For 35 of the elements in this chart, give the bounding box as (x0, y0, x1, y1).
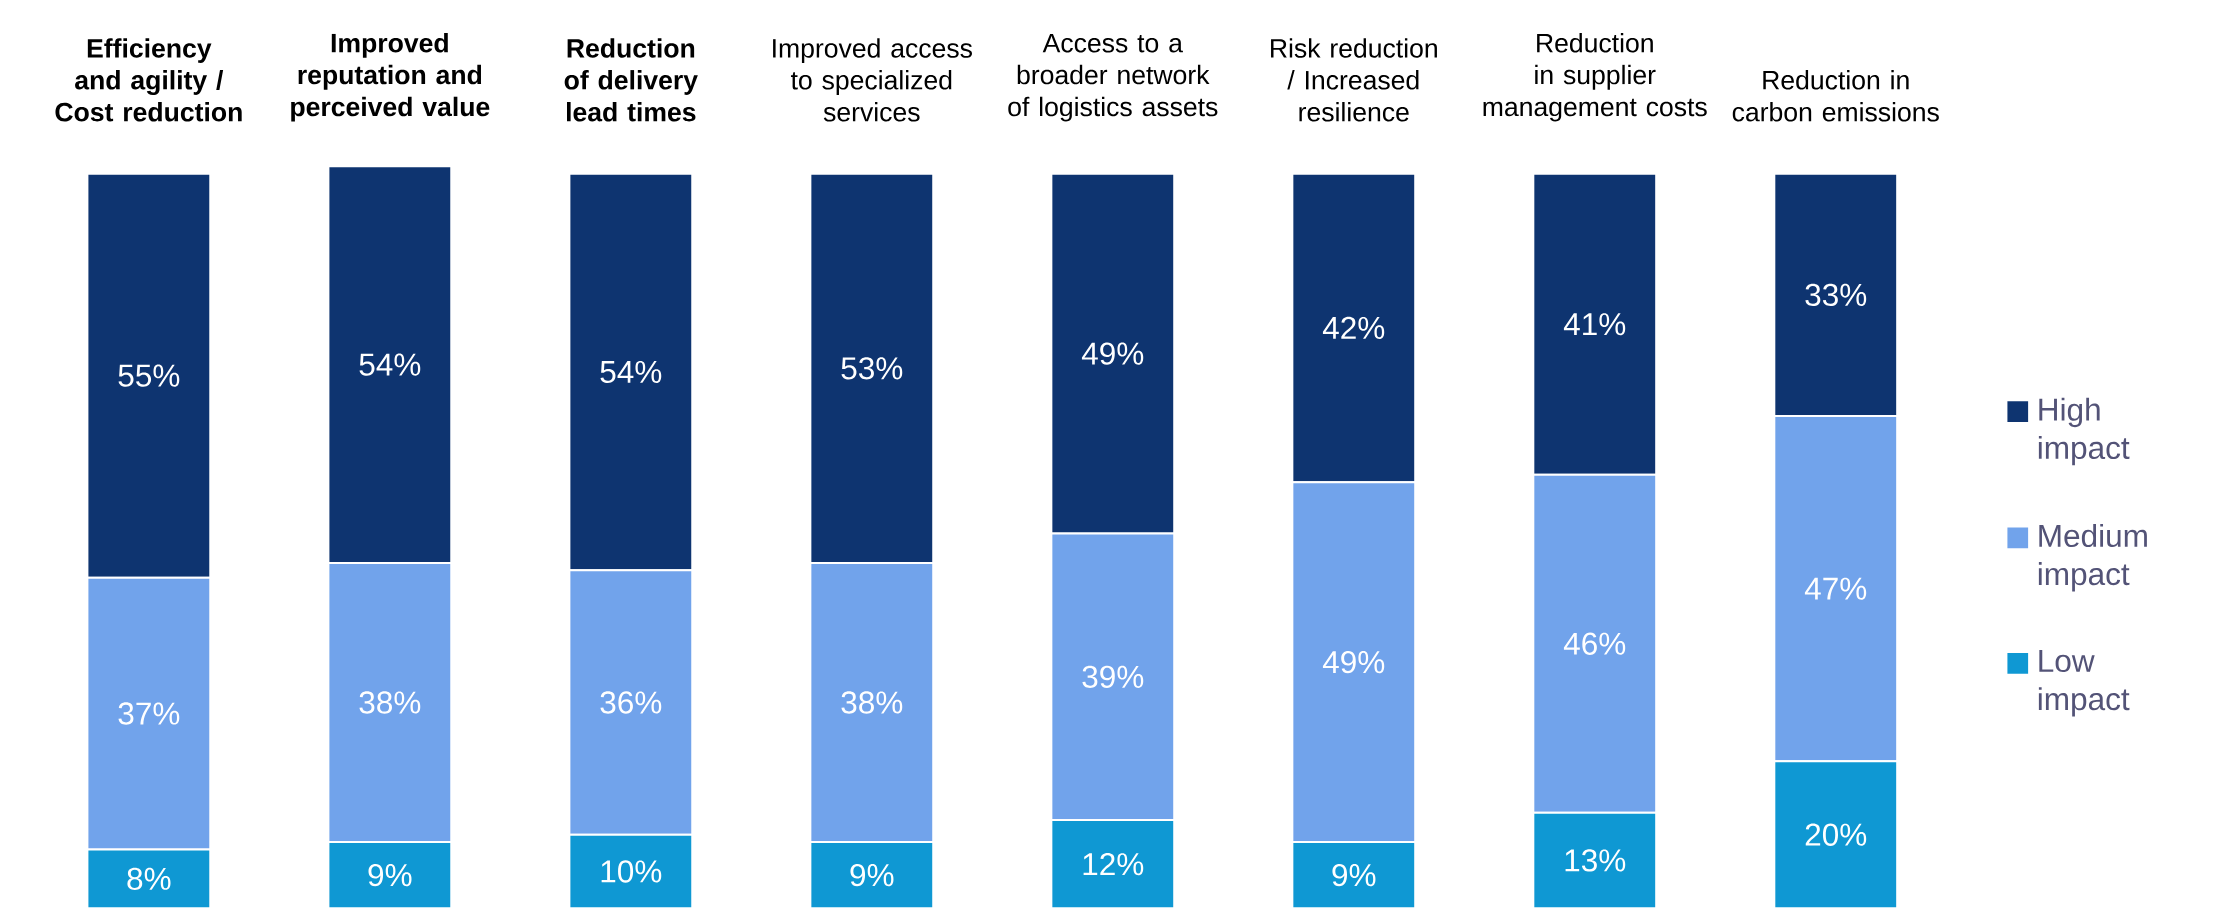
data-label: 9% (850, 863, 894, 887)
data-label: 49% (1081, 342, 1144, 365)
x-tick-label: Risk reduction / Increased resilience (1271, 38, 1437, 122)
data-label: 46% (1563, 632, 1626, 655)
x-tick-label: Improved reputation and perceived value (291, 32, 490, 122)
legend-label: High impact (2038, 397, 2130, 466)
data-label: 9% (368, 863, 412, 887)
data-label: 12% (1083, 853, 1144, 876)
x-tick-label: Reduction of delivery lead times (564, 38, 698, 122)
data-label: 37% (118, 702, 180, 725)
x-tick-label: Efficiency and agility / Cost reduction (55, 38, 242, 122)
data-label: 54% (359, 353, 421, 376)
data-label: 20% (1805, 823, 1867, 846)
data-label: 10% (601, 860, 662, 883)
data-label: 47% (1804, 577, 1867, 600)
data-label: 13% (1565, 849, 1626, 872)
data-label: 54% (600, 360, 662, 384)
x-tick-label: Improved access to specialized services (773, 38, 972, 122)
data-label: 8% (127, 867, 171, 890)
legend-label: Medium impact (2038, 523, 2147, 592)
x-tick-label: Access to a broader network of logistics assets (1008, 33, 1218, 122)
x-tick-label: Reduction in carbon emissions (1732, 70, 1939, 122)
data-label: 36% (600, 691, 662, 714)
data-label: 39% (1082, 665, 1144, 688)
data-label: 41% (1563, 313, 1626, 336)
data-label: 9% (1332, 863, 1376, 887)
data-label: 42% (1322, 316, 1385, 340)
data-label: 38% (359, 691, 421, 714)
data-label: 33% (1805, 283, 1867, 307)
data-label: 49% (1322, 650, 1385, 674)
data-label: 53% (841, 357, 903, 380)
x-tick-label: Reduction in supplier management costs (1483, 32, 1707, 122)
data-label: 55% (118, 364, 180, 387)
legend-label: Low impact (2038, 650, 2130, 717)
data-label: 38% (841, 691, 903, 714)
